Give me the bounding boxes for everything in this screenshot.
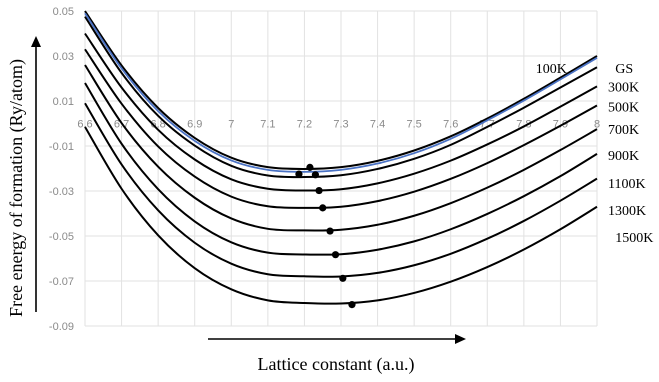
series-label-300k: 300K <box>608 80 639 95</box>
x-tick-label: 6.8 <box>150 119 165 131</box>
series-label-1300k: 1300K <box>608 204 646 219</box>
series-label-gs: GS <box>615 62 633 77</box>
x-tick-label: 7.5 <box>406 119 421 131</box>
series-line-900k <box>84 64 598 232</box>
minimum-point <box>331 251 340 259</box>
series-line-100k <box>84 10 598 170</box>
y-tick-label: 0.05 <box>53 6 74 18</box>
minimum-point <box>295 170 303 178</box>
minimum-points <box>295 163 356 309</box>
minimum-point <box>311 171 319 179</box>
x-tick-label: 7.1 <box>260 119 275 131</box>
y-axis-title: Free energy of formation (Ry/atom) <box>6 59 27 317</box>
y-tick-label: -0.01 <box>49 141 74 153</box>
series-label-1500k: 1500K <box>615 231 653 246</box>
series-label-100k: 100K <box>536 62 567 77</box>
x-tick-label: 8 <box>594 119 600 131</box>
y-tick-label: -0.05 <box>49 231 74 243</box>
series-label-500k: 500K <box>608 101 639 116</box>
x-axis-arrowhead <box>455 334 466 344</box>
y-axis-arrowhead <box>31 36 41 47</box>
series-line-700k <box>84 48 598 209</box>
series-line-1100k <box>84 82 598 256</box>
x-axis-title: Lattice constant (a.u.) <box>258 354 415 375</box>
series-curves <box>84 10 598 305</box>
minimum-point <box>306 163 314 171</box>
y-tick-label: -0.07 <box>49 276 74 288</box>
x-tick-label: 6.9 <box>187 119 202 131</box>
y-tick-label: -0.03 <box>49 186 74 198</box>
y-tick-label: 0.03 <box>53 51 74 63</box>
minimum-point <box>326 227 334 235</box>
series-line-1500k <box>84 126 598 305</box>
minimum-point <box>319 204 327 212</box>
minimum-point <box>348 301 356 309</box>
series-label-900k: 900K <box>608 149 639 164</box>
series-line-gs <box>84 12 598 173</box>
minimum-point <box>339 274 347 282</box>
x-tick-label: 6.6 <box>77 119 92 131</box>
series-labels: 100K GS 300K 500K 700K 900K 1100K 1300K 1500K <box>536 62 654 246</box>
x-tick-label: 7.3 <box>333 119 348 131</box>
y-tick-label: 0.01 <box>53 96 74 108</box>
y-tick-labels: 0.05 0.03 0.01 -0.01 -0.03 -0.05 -0.07 -0.09 <box>49 6 74 333</box>
series-label-700k: 700K <box>608 123 639 138</box>
x-tick-label: 7.4 <box>370 119 385 131</box>
y-tick-label: -0.09 <box>49 321 74 333</box>
x-tick-label: 7.2 <box>297 119 312 131</box>
x-tick-label: 7.6 <box>443 119 458 131</box>
series-line-500k <box>84 32 598 192</box>
minimum-point <box>315 186 323 195</box>
series-line-300k <box>84 16 598 179</box>
series-label-1100k: 1100K <box>608 177 646 192</box>
x-tick-label: 7 <box>228 119 234 131</box>
